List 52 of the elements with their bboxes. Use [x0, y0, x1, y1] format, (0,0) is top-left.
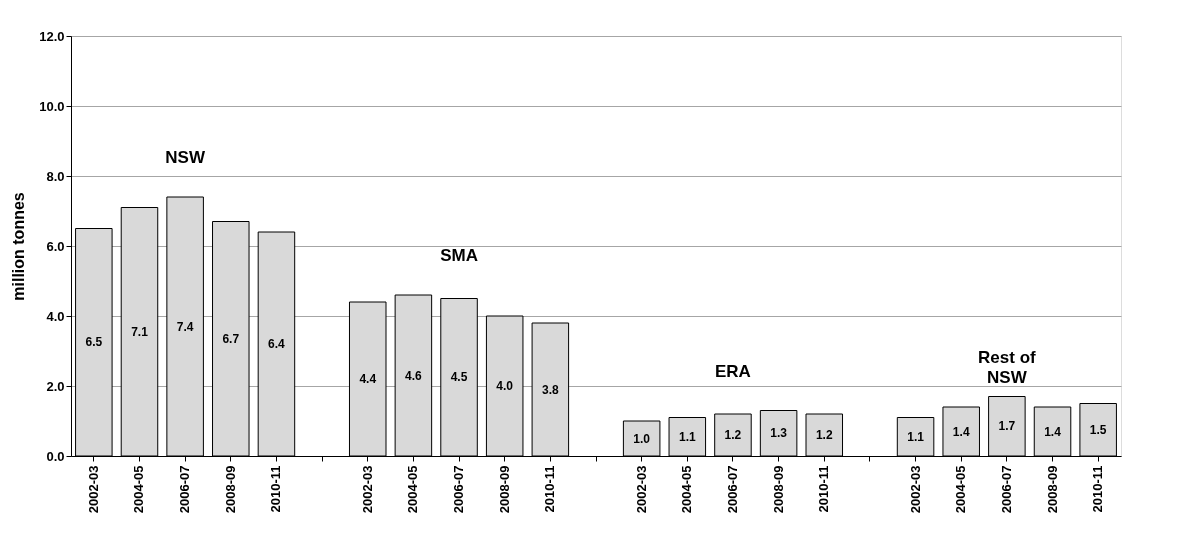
- x-tick-label: 2008-09: [496, 465, 512, 514]
- x-tick-label: 2006-07: [451, 465, 467, 514]
- x-tick-label: 2008-09: [770, 465, 786, 514]
- x-tick-label: 2004-05: [953, 465, 969, 514]
- y-tick-label: 2.0: [46, 378, 65, 394]
- x-tick-label: 2008-09: [222, 465, 238, 514]
- data-label: 3.8: [542, 382, 560, 397]
- x-tick-label: 2010-11: [1090, 465, 1106, 513]
- data-label: 4.4: [359, 372, 377, 386]
- data-label: 1.5: [1089, 422, 1107, 437]
- x-tick-label: 2010-11: [542, 465, 558, 513]
- data-label: 6.5: [85, 335, 103, 350]
- x-tick-label: 2006-07: [724, 465, 740, 514]
- x-tick-label: 2002-03: [633, 465, 649, 514]
- y-tick-label: 12.0: [39, 28, 65, 44]
- data-label: 4.0: [496, 379, 514, 393]
- annotation: SMA: [440, 246, 478, 265]
- data-label: 7.1: [131, 324, 149, 339]
- x-tick-label: 2008-09: [1044, 465, 1060, 514]
- data-label: 1.4: [1044, 424, 1062, 439]
- y-tick-label: 0.0: [46, 448, 65, 464]
- y-tick-label: 4.0: [46, 308, 65, 324]
- data-label: 1.0: [633, 431, 651, 446]
- data-label: 1.1: [678, 429, 696, 444]
- annotation: NSW: [165, 148, 206, 167]
- annotation: ERA: [715, 361, 751, 381]
- x-tick-label: 2002-03: [907, 465, 923, 514]
- x-tick-label: 2004-05: [679, 465, 695, 514]
- data-label: 6.4: [268, 337, 286, 351]
- y-tick-label: 6.0: [46, 238, 65, 254]
- data-label: 1.1: [907, 429, 925, 444]
- data-label: 7.4: [176, 319, 194, 334]
- y-tick-label: 8.0: [46, 168, 65, 184]
- x-tick-label: 2006-07: [177, 465, 193, 514]
- data-label: 1.2: [815, 428, 833, 442]
- x-tick-label: 2004-05: [131, 465, 147, 514]
- data-label: 1.7: [998, 419, 1016, 434]
- y-axis-title: million tonnes: [10, 192, 28, 301]
- x-tick-label: 2006-07: [998, 465, 1014, 514]
- data-label: 1.2: [724, 428, 742, 442]
- data-label: 1.3: [770, 426, 788, 441]
- x-tick-label: 2010-11: [816, 465, 832, 513]
- annotation: Rest of NSW: [978, 347, 1037, 387]
- x-tick-label: 2002-03: [85, 465, 101, 514]
- x-tick-label: 2002-03: [359, 465, 375, 514]
- data-label: 4.5: [450, 370, 468, 385]
- data-label: 1.4: [952, 424, 970, 439]
- x-tick-label: 2010-11: [268, 465, 284, 513]
- data-label: 6.7: [222, 331, 240, 346]
- x-tick-label: 2004-05: [405, 465, 421, 514]
- y-tick-label: 10.0: [39, 98, 65, 114]
- data-label: 4.6: [405, 368, 423, 383]
